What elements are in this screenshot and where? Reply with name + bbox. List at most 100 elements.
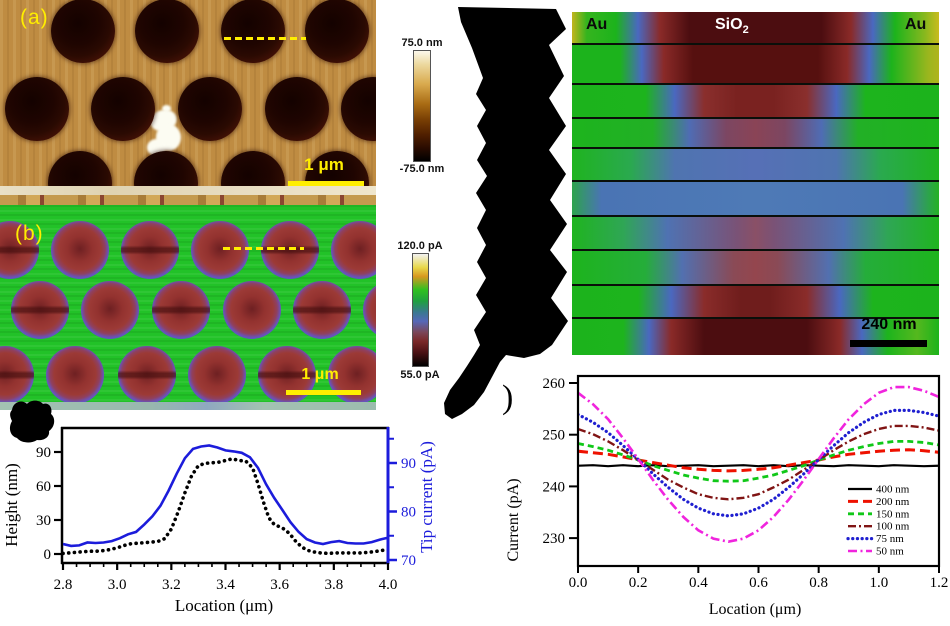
afm-hole [261,221,319,279]
scan-artifact-strip [0,402,376,410]
scalebar-b-label: 1 μm [301,366,339,383]
current-map-band [572,284,939,317]
svg-text:Height (nm): Height (nm) [2,463,21,547]
afm-hole [305,0,369,63]
afm-hole [51,221,109,279]
afm-hole [221,0,285,63]
svg-text:Location (μm): Location (μm) [709,601,802,618]
right-axis-ticks: 70 80 90 Tip current (pA) [388,437,436,569]
svg-text:0.4: 0.4 [689,575,708,591]
series-height [63,456,387,556]
afm-hole [134,151,198,186]
debris-particle [162,105,171,112]
series-400-nm [579,464,938,468]
svg-text:0: 0 [44,547,52,563]
current-colorbar-max: 120.0 pA [397,240,443,252]
afm-hole [48,151,112,186]
svg-text:3.4: 3.4 [216,577,235,593]
afm-hole [178,77,242,141]
series-50-nm [579,385,938,544]
afm-hole [341,77,376,141]
svg-text:250: 250 [543,428,566,444]
profile-line-a [224,37,306,40]
svg-text:30: 30 [36,513,51,529]
afm-hole [11,281,69,339]
legend-label: 200 nm [876,496,910,508]
afm-hole [191,221,249,279]
svg-text:60: 60 [36,479,51,495]
profile-chart-svg: 2.8 3.0 3.2 3.4 3.6 3.8 4.0 Location (μm) 0 30 60 9… [2,426,436,615]
svg-text:Location (μm): Location (μm) [175,596,273,615]
current-colorbar [412,253,429,367]
afm-hole [265,77,329,141]
current-map-band [572,83,939,117]
svg-text:1.2: 1.2 [930,575,949,591]
svg-text:1.0: 1.0 [869,575,888,591]
afm-hole [135,0,199,63]
svg-text:70: 70 [401,553,416,569]
svg-text:240: 240 [543,479,566,495]
current-map-band [572,249,939,284]
afm-hole [223,281,281,339]
current-map-band [572,43,939,83]
legend-label: 400 nm [876,484,910,496]
afm-hole [46,346,104,402]
svg-text:3.0: 3.0 [108,577,127,593]
svg-text:230: 230 [543,531,566,547]
svg-text:0.2: 0.2 [629,575,648,591]
afm-topography-image: (a) 1 μm [0,0,376,186]
legend-label: 50 nm [876,546,904,558]
svg-text:90: 90 [36,445,51,461]
sio2-label: SiO2 [715,16,749,37]
afm-hole [91,77,155,141]
x-axis-ticks: 0.0 0.2 0.4 0.6 0.8 1.0 1.2 Location (μm) [569,566,949,618]
svg-text:Tip current (pA): Tip current (pA) [417,441,436,553]
profile-series [63,444,387,556]
linewidth-chart-svg: 0.0 0.2 0.4 0.6 0.8 1.0 1.2 Location (μm) 230 240… [505,374,949,618]
series-tip_current [63,444,387,548]
current-map-bands [572,12,939,355]
svg-text:90: 90 [401,456,416,472]
afm-hole [331,221,376,279]
series-150-nm [579,440,938,483]
current-map-band [572,12,939,43]
svg-text:260: 260 [543,376,566,392]
svg-text:0.6: 0.6 [749,575,768,591]
svg-text:3.8: 3.8 [324,577,343,593]
au-label-left: Au [586,16,608,33]
profile-line-b [223,247,304,250]
x-axis-ticks: 2.8 3.0 3.2 3.4 3.6 3.8 4.0 Location (μm) [54,563,397,615]
afm-hole [51,0,115,63]
height-current-profile-chart: 2.8 3.0 3.2 3.4 3.6 3.8 4.0 Location (μm) 0 30 60 9… [0,390,450,626]
afm-hole [152,281,210,339]
height-colorbar [413,50,431,162]
scalebar-a-label: 1 μm [304,155,344,174]
current-colorbar-min: 55.0 pA [400,369,440,381]
scan-artifact-strip [0,195,376,205]
legend-label: 150 nm [876,508,910,520]
svg-text:2.8: 2.8 [54,577,73,593]
current-series [579,385,938,544]
afm-hole [188,346,246,402]
height-colorbar-min: -75.0 nm [399,163,445,175]
left-axis-ticks: 0 30 60 90 Height (nm) [2,445,62,563]
svg-text:0.8: 0.8 [809,575,828,591]
afm-hole [293,281,351,339]
legend-label: 100 nm [876,521,910,533]
map-scalebar-label: 240 nm [861,316,917,333]
current-map-band [572,117,939,147]
panel-a-label: (a) [20,6,49,29]
y-axis-ticks: 230 240 250 260 Current (pA) [505,376,578,562]
linewidth-current-chart: 0.0 0.2 0.4 0.6 0.8 1.0 1.2 Location (μm) 230 240… [455,358,950,626]
current-map-band [572,180,939,215]
axes-frame [60,426,390,565]
afm-hole [5,77,69,141]
afm-hole [363,281,376,339]
afm-current-image: (b) 1 μm [0,205,376,402]
scan-artifact-strip [0,186,376,195]
au-label-right: Au [905,16,927,33]
current-map-band [572,215,939,249]
svg-text:Current (pA): Current (pA) [505,478,522,561]
afm-hole [221,151,285,186]
